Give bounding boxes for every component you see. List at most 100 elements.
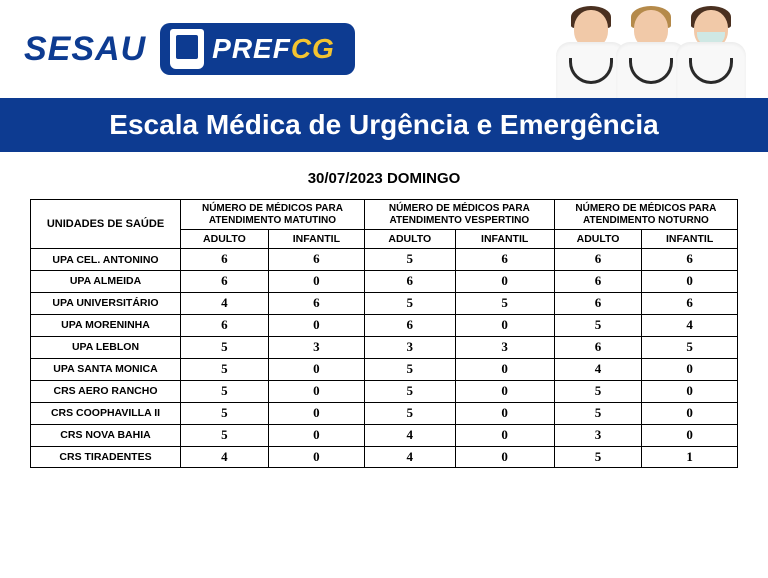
value-cell: 5 — [554, 380, 642, 402]
unit-cell: UPA LEBLON — [31, 336, 181, 358]
table-wrap: UNIDADES DE SAÚDE NÚMERO DE MÉDICOS PARA… — [0, 199, 768, 468]
prefcg-text: PREFCG — [212, 33, 335, 65]
value-cell: 5 — [554, 402, 642, 424]
value-cell: 6 — [554, 249, 642, 271]
unit-cell: UPA SANTA MONICA — [31, 358, 181, 380]
unit-cell: UPA MORENINHA — [31, 314, 181, 336]
table-row: UPA SANTA MONICA505040 — [31, 358, 738, 380]
value-cell: 0 — [455, 358, 554, 380]
value-cell: 6 — [554, 292, 642, 314]
value-cell: 4 — [181, 292, 269, 314]
sub-header: ADULTO — [181, 230, 269, 249]
value-cell: 6 — [554, 336, 642, 358]
value-cell: 0 — [455, 271, 554, 293]
sub-header: ADULTO — [364, 230, 455, 249]
value-cell: 0 — [268, 402, 364, 424]
table-row: UPA ALMEIDA606060 — [31, 271, 738, 293]
unit-cell: UPA ALMEIDA — [31, 271, 181, 293]
value-cell: 6 — [455, 249, 554, 271]
value-cell: 6 — [181, 249, 269, 271]
value-cell: 0 — [455, 380, 554, 402]
value-cell: 0 — [455, 424, 554, 446]
value-cell: 4 — [364, 424, 455, 446]
schedule-table: UNIDADES DE SAÚDE NÚMERO DE MÉDICOS PARA… — [30, 199, 738, 468]
value-cell: 4 — [181, 446, 269, 468]
value-cell: 0 — [455, 446, 554, 468]
unit-cell: CRS NOVA BAHIA — [31, 424, 181, 446]
value-cell: 4 — [642, 314, 738, 336]
value-cell: 0 — [268, 358, 364, 380]
sub-header: INFANTIL — [455, 230, 554, 249]
value-cell: 3 — [364, 336, 455, 358]
value-cell: 0 — [642, 380, 738, 402]
table-row: CRS NOVA BAHIA504030 — [31, 424, 738, 446]
value-cell: 4 — [364, 446, 455, 468]
sub-header: ADULTO — [554, 230, 642, 249]
value-cell: 0 — [268, 424, 364, 446]
title-bar: Escala Médica de Urgência e Emergência — [0, 98, 768, 152]
value-cell: 4 — [554, 358, 642, 380]
table-row: CRS AERO RANCHO505050 — [31, 380, 738, 402]
unit-cell: UPA UNIVERSITÁRIO — [31, 292, 181, 314]
header-top: SESAU PREFCG — [0, 0, 768, 98]
value-cell: 0 — [455, 402, 554, 424]
value-cell: 5 — [181, 358, 269, 380]
value-cell: 5 — [364, 380, 455, 402]
value-cell: 0 — [455, 314, 554, 336]
value-cell: 0 — [268, 271, 364, 293]
value-cell: 5 — [364, 292, 455, 314]
value-cell: 6 — [181, 271, 269, 293]
value-cell: 6 — [554, 271, 642, 293]
table-row: CRS TIRADENTES404051 — [31, 446, 738, 468]
group-header-matutino: NÚMERO DE MÉDICOS PARA ATENDIMENTO MATUT… — [181, 200, 365, 230]
table-row: UPA MORENINHA606054 — [31, 314, 738, 336]
unit-cell: CRS AERO RANCHO — [31, 380, 181, 402]
value-cell: 1 — [642, 446, 738, 468]
unit-cell: UPA CEL. ANTONINO — [31, 249, 181, 271]
doctors-illustration — [570, 2, 750, 98]
value-cell: 5 — [181, 424, 269, 446]
value-cell: 5 — [642, 336, 738, 358]
value-cell: 0 — [268, 380, 364, 402]
value-cell: 3 — [268, 336, 364, 358]
unit-cell: CRS COOPHAVILLA II — [31, 402, 181, 424]
table-row: UPA UNIVERSITÁRIO465566 — [31, 292, 738, 314]
table-body: UPA CEL. ANTONINO665666UPA ALMEIDA606060… — [31, 249, 738, 468]
table-row: UPA CEL. ANTONINO665666 — [31, 249, 738, 271]
cg-part: CG — [291, 33, 335, 64]
unit-header: UNIDADES DE SAÚDE — [31, 200, 181, 249]
value-cell: 6 — [268, 249, 364, 271]
value-cell: 5 — [364, 249, 455, 271]
value-cell: 3 — [455, 336, 554, 358]
value-cell: 0 — [268, 446, 364, 468]
value-cell: 5 — [554, 314, 642, 336]
value-cell: 0 — [642, 402, 738, 424]
date-line: 30/07/2023 DOMINGO — [0, 170, 768, 187]
sesau-logo-text: SESAU — [24, 30, 146, 69]
value-cell: 6 — [642, 292, 738, 314]
pref-part: PREF — [212, 33, 291, 64]
value-cell: 6 — [364, 314, 455, 336]
value-cell: 0 — [268, 314, 364, 336]
value-cell: 5 — [455, 292, 554, 314]
value-cell: 6 — [181, 314, 269, 336]
prefcg-badge: PREFCG — [160, 23, 355, 75]
value-cell: 0 — [642, 424, 738, 446]
value-cell: 6 — [268, 292, 364, 314]
sub-header: INFANTIL — [268, 230, 364, 249]
sub-header: INFANTIL — [642, 230, 738, 249]
table-row: CRS COOPHAVILLA II505050 — [31, 402, 738, 424]
value-cell: 5 — [364, 358, 455, 380]
crest-icon — [170, 29, 204, 69]
value-cell: 5 — [554, 446, 642, 468]
unit-cell: CRS TIRADENTES — [31, 446, 181, 468]
value-cell: 3 — [554, 424, 642, 446]
value-cell: 0 — [642, 358, 738, 380]
value-cell: 5 — [181, 402, 269, 424]
value-cell: 6 — [364, 271, 455, 293]
table-row: UPA LEBLON533365 — [31, 336, 738, 358]
title-bar-text: Escala Médica de Urgência e Emergência — [109, 109, 658, 141]
group-header-vespertino: NÚMERO DE MÉDICOS PARA ATENDIMENTO VESPE… — [364, 200, 554, 230]
group-header-noturno: NÚMERO DE MÉDICOS PARA ATENDIMENTO NOTUR… — [554, 200, 737, 230]
value-cell: 5 — [181, 336, 269, 358]
